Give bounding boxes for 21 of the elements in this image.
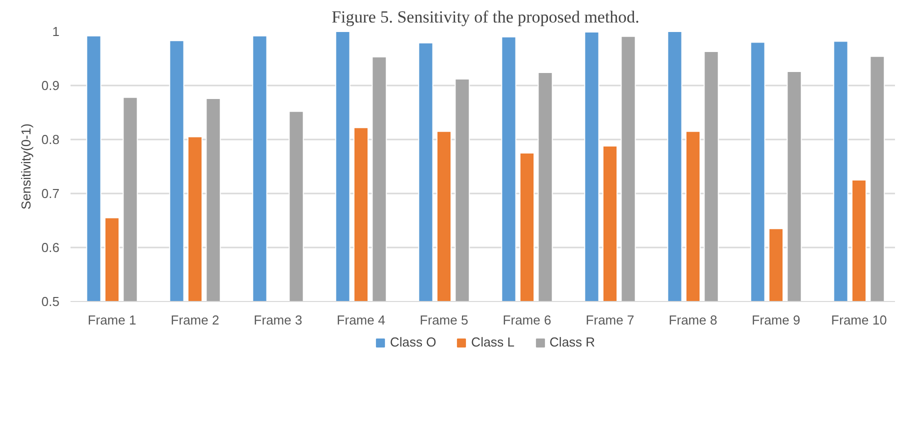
legend-label: Class R — [550, 334, 596, 350]
legend-label: Class L — [471, 334, 515, 350]
y-tick-label: 0.6 — [41, 240, 60, 255]
x-tick-label: Frame 1 — [88, 312, 136, 328]
chart-title: Figure 5. Sensitivity of the proposed method. — [332, 8, 640, 26]
y-tick-label: 1 — [52, 24, 60, 39]
x-tick-label: Frame 4 — [336, 312, 386, 328]
y-tick-label: 0.8 — [41, 132, 60, 147]
y-tick-label: 0.7 — [41, 186, 60, 201]
x-tick-label: Frame 8 — [668, 312, 718, 328]
x-tick-label: Frame 9 — [752, 312, 800, 328]
x-tick-label: Frame 2 — [170, 312, 220, 328]
x-tick-label: Frame 7 — [586, 312, 634, 328]
y-tick-label: 0.9 — [41, 78, 60, 93]
x-tick-label: Frame 5 — [420, 312, 468, 328]
x-tick-label: Frame 3 — [254, 312, 302, 328]
x-tick-label: Frame 10 — [831, 312, 887, 328]
legend-label: Class O — [390, 334, 436, 350]
y-axis-title: Sensitivity(0-1) — [18, 124, 34, 210]
x-tick-label: Frame 6 — [502, 312, 552, 328]
y-tick-label: 0.5 — [41, 294, 60, 309]
